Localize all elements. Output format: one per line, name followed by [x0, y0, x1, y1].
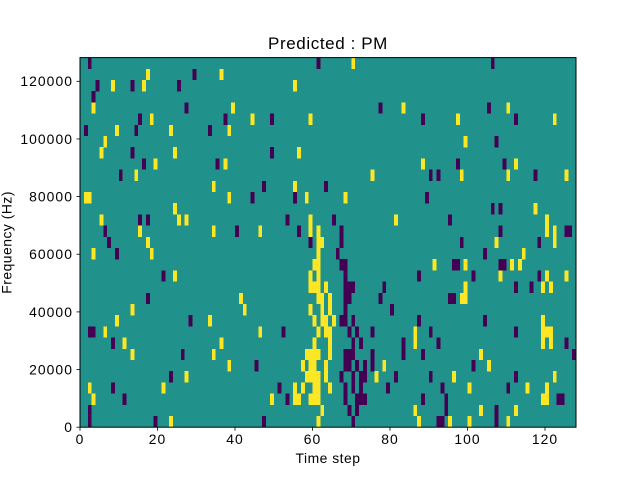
svg-text:Time step: Time step [296, 450, 361, 466]
svg-text:40000: 40000 [29, 304, 73, 320]
svg-text:120000: 120000 [20, 73, 73, 89]
svg-text:60000: 60000 [29, 246, 73, 262]
svg-text:80000: 80000 [29, 189, 73, 205]
svg-text:80: 80 [381, 431, 399, 447]
svg-text:Frequency (Hz): Frequency (Hz) [0, 191, 15, 294]
svg-text:100: 100 [454, 431, 480, 447]
svg-text:120: 120 [532, 431, 558, 447]
svg-text:60: 60 [304, 431, 322, 447]
svg-text:Predicted : PM: Predicted : PM [268, 34, 388, 53]
svg-text:20: 20 [149, 431, 167, 447]
svg-text:40: 40 [226, 431, 244, 447]
svg-text:100000: 100000 [20, 131, 73, 147]
svg-text:0: 0 [64, 419, 73, 435]
svg-text:0: 0 [76, 431, 85, 447]
svg-text:20000: 20000 [29, 361, 73, 377]
